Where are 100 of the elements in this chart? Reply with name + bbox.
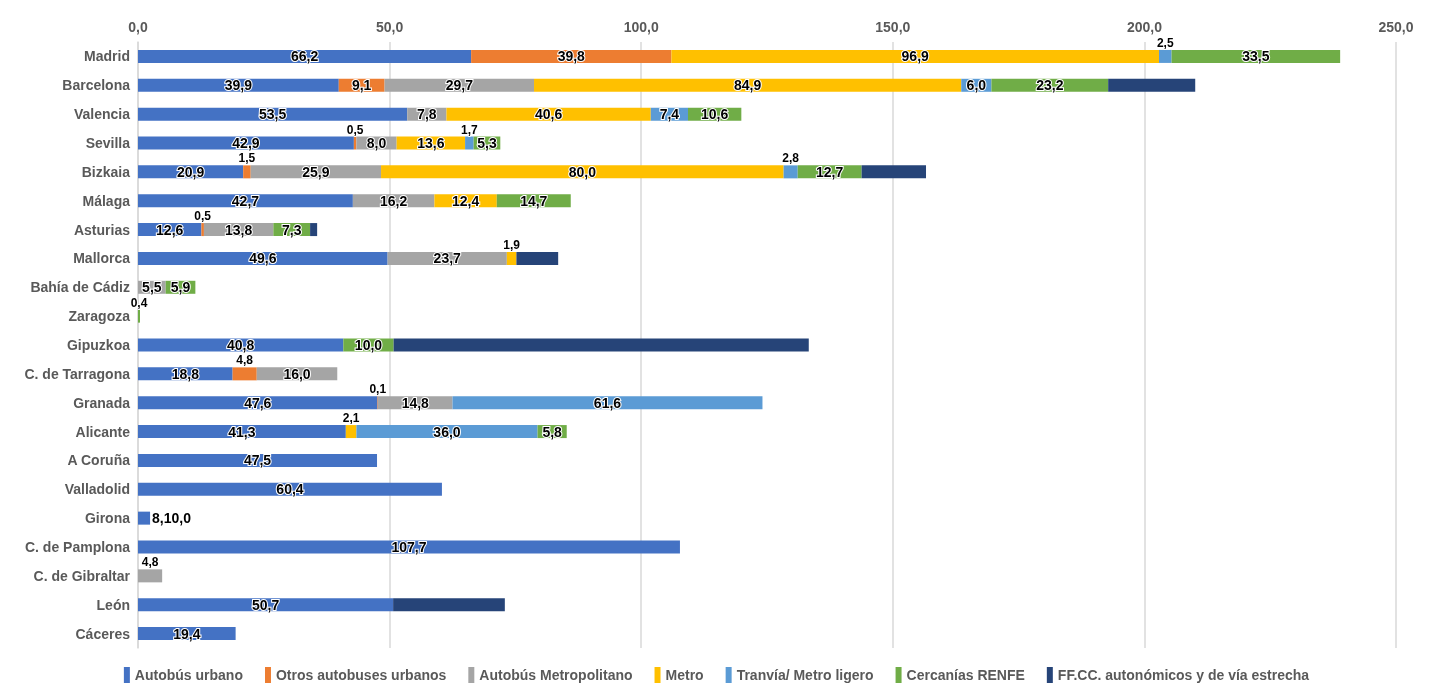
data-label: 49,6 — [249, 250, 277, 267]
x-tick-label: 50,0 — [375, 19, 404, 35]
bar — [138, 194, 353, 208]
bar — [310, 223, 318, 237]
y-tick-label: Bahía de Cádiz — [30, 279, 130, 296]
x-tick-label: 100,0 — [623, 19, 659, 35]
data-label: 29,7 — [445, 77, 474, 94]
data-label: 7,8 — [417, 106, 437, 123]
bar — [516, 251, 559, 265]
legend-label: Otros autobuses urbanos — [275, 667, 447, 683]
bar — [393, 338, 809, 352]
x-tick-label: 200,0 — [1126, 19, 1163, 35]
data-label: 2,8 — [782, 151, 800, 166]
data-label: 18,8 — [171, 365, 200, 382]
data-label: 61,6 — [593, 394, 622, 411]
bar — [138, 540, 680, 554]
data-label: 42,9 — [232, 135, 260, 151]
y-tick-label: Málaga — [82, 192, 131, 209]
data-label: 42,7 — [231, 192, 260, 209]
legend-label: Tranvía/ Metro ligero — [736, 667, 874, 683]
data-label: 1,9 — [503, 237, 521, 252]
data-label: 4,8 — [141, 555, 159, 570]
data-label: 1,7 — [461, 122, 479, 137]
annotation: 8,10,0 — [152, 510, 192, 527]
bar — [452, 396, 763, 410]
bar — [861, 165, 927, 179]
data-label: 16,0 — [283, 365, 311, 382]
data-label: 50,7 — [251, 596, 280, 613]
x-tick-label: 150,0 — [875, 19, 911, 35]
data-label: 5,3 — [477, 135, 497, 151]
data-label: 2,5 — [1156, 35, 1174, 50]
bar — [138, 482, 442, 496]
data-label: 84,9 — [734, 77, 762, 94]
data-label: 2,1 — [342, 411, 360, 426]
y-tick-label: C. de Gibraltar — [33, 567, 131, 584]
y-tick-label: Cáceres — [75, 625, 131, 642]
data-label: 66,2 — [290, 48, 319, 65]
data-label: 10,6 — [701, 106, 729, 123]
bar — [381, 165, 784, 179]
data-label: 60,4 — [276, 481, 304, 498]
data-label: 13,8 — [225, 221, 253, 238]
y-tick-label: Valladolid — [64, 481, 130, 498]
x-tick-label: 250,0 — [1378, 19, 1414, 35]
bar — [232, 367, 257, 381]
data-label: 10,0 — [354, 337, 383, 353]
data-label: 7,4 — [659, 106, 680, 123]
data-label: 1,5 — [238, 151, 256, 166]
bar — [138, 569, 163, 583]
bar — [393, 598, 505, 612]
bar — [783, 165, 798, 179]
data-label: 9,1 — [351, 77, 372, 94]
bar — [1108, 78, 1196, 92]
bar — [465, 136, 474, 150]
y-tick-label: C. de Tarragona — [24, 365, 131, 382]
data-label: 14,8 — [401, 394, 430, 411]
y-tick-label: León — [96, 596, 130, 613]
bar — [201, 223, 204, 237]
y-tick-label: Mallorca — [73, 250, 131, 267]
data-label: 13,6 — [417, 135, 445, 151]
data-label: 80,0 — [568, 163, 597, 180]
legend-label: Autobús urbano — [134, 667, 243, 683]
data-label: 96,9 — [901, 48, 930, 65]
bar — [138, 453, 378, 467]
data-label: 8,0 — [366, 135, 387, 151]
data-label: 41,3 — [228, 423, 256, 440]
y-tick-label: Asturias — [73, 221, 131, 238]
data-label: 40,8 — [227, 337, 255, 353]
data-label: 0,1 — [369, 382, 387, 397]
bar — [345, 425, 357, 439]
data-label: 47,5 — [243, 452, 272, 469]
data-label: 33,5 — [1242, 48, 1270, 65]
data-label: 7,3 — [281, 221, 302, 238]
bar — [534, 78, 962, 92]
data-label: 23,7 — [433, 250, 462, 267]
data-label: 14,7 — [520, 192, 548, 209]
bar — [138, 511, 151, 525]
data-label: 0,4 — [130, 295, 148, 310]
y-tick-label: Sevilla — [85, 135, 131, 151]
data-label: 16,2 — [380, 192, 408, 209]
legend-label: Cercanías RENFE — [906, 667, 1025, 683]
y-tick-label: Alicante — [75, 423, 131, 440]
bar — [138, 251, 388, 265]
y-tick-label: Gipuzkoa — [66, 337, 131, 353]
bar — [138, 598, 394, 612]
data-label: 6,0 — [966, 77, 987, 94]
bar — [138, 396, 378, 410]
data-label: 53,5 — [258, 106, 287, 123]
y-tick-label: Barcelona — [62, 77, 131, 94]
y-tick-label: Valencia — [73, 106, 131, 123]
data-label: 0,5 — [194, 209, 212, 224]
data-label: 25,9 — [302, 163, 330, 180]
data-label: 5,9 — [170, 279, 191, 296]
x-tick-label: 0,0 — [128, 19, 148, 35]
data-label: 39,8 — [557, 48, 586, 65]
data-label: 40,6 — [534, 106, 563, 123]
legend-label: FF.CC. autonómicos y de vía estrecha — [1057, 667, 1310, 683]
bar — [138, 309, 141, 323]
y-tick-label: Granada — [73, 394, 131, 411]
legend-label: Metro — [665, 667, 704, 683]
bar — [138, 49, 472, 63]
